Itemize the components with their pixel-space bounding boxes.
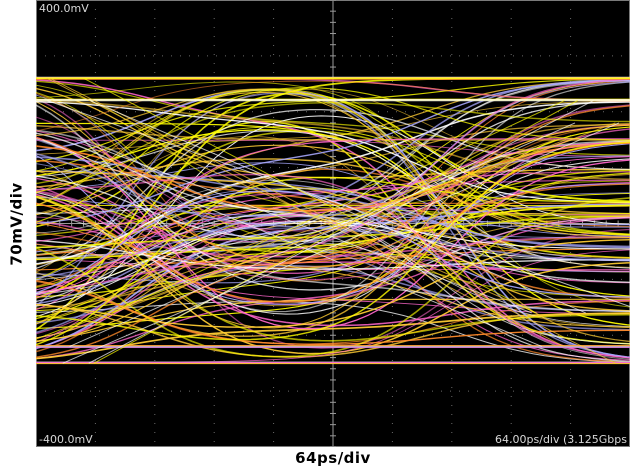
eye-trace: [36, 105, 630, 358]
eye-slow-edge: [47, 100, 630, 308]
eye-trace: [36, 196, 630, 355]
eye-trace: [36, 179, 630, 360]
eye-slow-edge: [64, 122, 616, 331]
eye-slow-edge: [89, 100, 586, 314]
eye-trace: [36, 156, 630, 299]
eye-trace: [36, 190, 630, 281]
eye-trace: [36, 239, 630, 328]
y-axis-label-text: 70mV/div: [8, 181, 26, 266]
eye-trace: [36, 80, 630, 225]
eye-trace: [36, 80, 630, 156]
eye-trace: [36, 176, 630, 346]
eye-slow-edge: [83, 77, 536, 314]
eye-trace: [36, 91, 630, 238]
eye-slow-edge: [42, 139, 543, 347]
eye-trace: [36, 143, 630, 305]
y-top-reading: 400.0mV: [39, 2, 89, 15]
eye-trace: [36, 140, 630, 259]
eye-trace: [36, 171, 630, 311]
x-axis-label: 64ps/div: [295, 449, 371, 467]
eye-trace: [36, 81, 630, 313]
eye-trace: [36, 88, 630, 343]
eye-trace: [36, 197, 630, 358]
eye-trace: [36, 156, 630, 248]
eye-trace: [36, 101, 630, 328]
eye-trace: [36, 124, 630, 329]
time-base-reading: 64.00ps/div (3.125Gbps: [495, 433, 627, 446]
eye-trace: [36, 88, 630, 235]
eye-slow-edge: [46, 77, 564, 347]
eye-trace: [36, 125, 630, 141]
eye-slow-edge: [62, 122, 620, 364]
eye-trace: [36, 87, 630, 223]
eye-trace: [36, 220, 630, 343]
eye-slow-edge: [36, 139, 559, 340]
eye-traces: [36, 76, 630, 365]
eye-trace: [36, 135, 630, 329]
eye-slow-edge: [49, 77, 616, 364]
eye-trace: [36, 155, 630, 279]
eye-diagram-plot: 400.0mV -400.0mV 64.00ps/div (3.125Gbps: [36, 0, 630, 447]
eye-slow-edge: [69, 122, 576, 347]
eye-slow-edge: [88, 100, 594, 364]
eye-trace: [36, 104, 630, 313]
eye-slow-edge: [76, 139, 532, 314]
eye-trace: [36, 101, 630, 185]
eye-trace: [36, 92, 630, 358]
eye-trace: [36, 173, 630, 359]
eye-trace: [36, 173, 630, 307]
eye-slow-edge: [93, 100, 578, 364]
eye-trace: [36, 240, 630, 327]
eye-trace: [36, 138, 630, 297]
eye-trace: [36, 280, 630, 345]
scope-display: 400.0mV -400.0mV 64.00ps/div (3.125Gbps: [36, 0, 630, 447]
eye-trace: [36, 239, 630, 270]
eye-trace: [36, 231, 630, 269]
eye-trace: [36, 108, 630, 269]
eye-slow-edge: [36, 139, 573, 325]
y-bottom-reading: -400.0mV: [39, 433, 93, 446]
eye-trace: [36, 195, 630, 342]
eye-trace: [36, 100, 630, 155]
eye-trace: [36, 187, 630, 281]
eye-trace: [36, 126, 630, 202]
eye-trace: [36, 141, 630, 341]
y-axis-label: 70mV/div: [0, 0, 34, 447]
